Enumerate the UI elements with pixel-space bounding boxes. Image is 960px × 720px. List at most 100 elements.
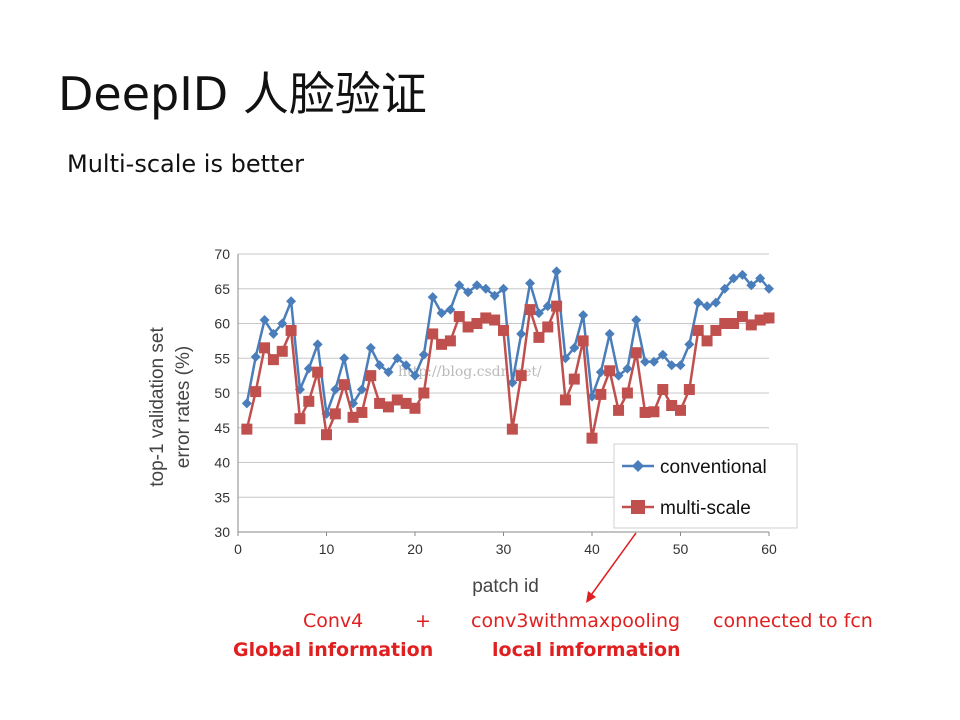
point-conventional	[746, 280, 757, 291]
point-multi-scale	[444, 335, 456, 347]
legend-label-multi-scale: multi-scale	[660, 498, 751, 519]
point-conventional	[303, 363, 314, 374]
point-multi-scale	[356, 406, 368, 418]
point-multi-scale	[604, 365, 616, 377]
point-conventional	[631, 315, 642, 326]
point-conventional	[764, 283, 774, 294]
point-multi-scale	[347, 411, 359, 423]
slide-title: DeepID 人脸验证	[58, 67, 427, 121]
point-multi-scale	[515, 370, 527, 382]
point-multi-scale	[391, 394, 403, 406]
x-tick-label: 30	[496, 541, 512, 557]
point-multi-scale	[506, 423, 518, 435]
point-multi-scale	[374, 397, 386, 409]
x-tick-label: 20	[407, 541, 423, 557]
point-multi-scale	[294, 413, 306, 425]
point-multi-scale	[321, 429, 332, 441]
point-conventional	[392, 353, 403, 364]
point-conventional	[507, 377, 518, 388]
point-multi-scale	[630, 347, 642, 359]
point-conventional	[551, 266, 562, 277]
y-axis-label: top-1 validation set	[147, 327, 168, 487]
point-multi-scale	[524, 304, 536, 316]
point-multi-scale	[745, 319, 757, 331]
point-conventional	[684, 339, 695, 350]
point-multi-scale	[427, 328, 439, 340]
point-conventional	[648, 356, 659, 367]
y-tick-label: 70	[214, 246, 230, 262]
point-conventional	[286, 296, 297, 307]
point-multi-scale	[559, 394, 571, 406]
point-multi-scale	[666, 400, 678, 412]
point-multi-scale	[276, 345, 288, 357]
slide-subtitle: Multi-scale is better	[67, 150, 305, 178]
point-multi-scale	[498, 324, 509, 336]
x-tick-label: 40	[584, 541, 600, 557]
y-tick-label: 50	[214, 385, 230, 401]
y-tick-label: 45	[214, 420, 230, 436]
point-conventional	[418, 349, 429, 360]
point-multi-scale	[259, 342, 271, 354]
point-conventional	[622, 363, 633, 374]
point-conventional	[480, 283, 491, 294]
x-tick-label: 50	[673, 541, 689, 557]
legend-marker-multi-scale	[631, 500, 645, 514]
point-conventional	[374, 360, 385, 371]
point-conventional	[383, 367, 394, 378]
legend-label-conventional: conventional	[660, 457, 767, 478]
point-multi-scale	[586, 432, 598, 444]
point-multi-scale	[542, 321, 554, 333]
point-conventional	[241, 398, 252, 409]
point-multi-scale	[639, 406, 651, 418]
point-multi-scale	[462, 321, 474, 333]
point-conventional	[595, 367, 606, 378]
point-conventional	[454, 280, 465, 291]
point-multi-scale	[303, 395, 315, 407]
point-multi-scale	[568, 373, 580, 385]
point-multi-scale	[241, 423, 253, 435]
point-conventional	[516, 328, 527, 339]
y-tick-label: 40	[214, 455, 230, 471]
point-multi-scale	[692, 324, 704, 336]
point-multi-scale	[409, 402, 421, 414]
point-multi-scale	[701, 335, 713, 347]
point-conventional	[640, 356, 651, 367]
point-conventional	[498, 283, 509, 294]
point-conventional	[259, 315, 270, 326]
point-multi-scale	[382, 401, 394, 413]
point-conventional	[604, 328, 615, 339]
point-multi-scale	[675, 404, 686, 416]
point-conventional	[436, 308, 447, 319]
point-multi-scale	[418, 387, 430, 399]
y-tick-label: 60	[214, 316, 230, 332]
y-axis-label: error rates (%)	[173, 346, 194, 468]
y-tick-label: 65	[214, 281, 230, 297]
point-conventional	[525, 278, 536, 289]
point-multi-scale	[613, 404, 625, 416]
annotation-local: local imformation	[492, 639, 681, 661]
point-conventional	[728, 273, 739, 284]
point-conventional	[737, 269, 748, 280]
point-multi-scale	[763, 312, 775, 324]
annotation-conv4: Conv4	[303, 610, 364, 632]
x-axis-label: patch id	[472, 576, 539, 597]
point-multi-scale	[551, 300, 563, 312]
annotation-plus: +	[415, 610, 431, 632]
point-conventional	[401, 360, 412, 371]
point-conventional	[445, 304, 456, 315]
point-conventional	[489, 290, 500, 301]
point-conventional	[356, 384, 367, 395]
point-multi-scale	[736, 311, 748, 323]
point-multi-scale	[621, 387, 633, 399]
x-tick-label: 0	[234, 541, 242, 557]
point-conventional	[463, 287, 474, 298]
point-multi-scale	[312, 366, 324, 378]
point-conventional	[410, 370, 420, 381]
point-multi-scale	[683, 384, 695, 396]
point-multi-scale	[267, 354, 279, 366]
point-multi-scale	[489, 314, 501, 326]
y-tick-label: 55	[214, 350, 230, 366]
point-conventional	[533, 308, 544, 319]
point-conventional	[675, 360, 686, 371]
